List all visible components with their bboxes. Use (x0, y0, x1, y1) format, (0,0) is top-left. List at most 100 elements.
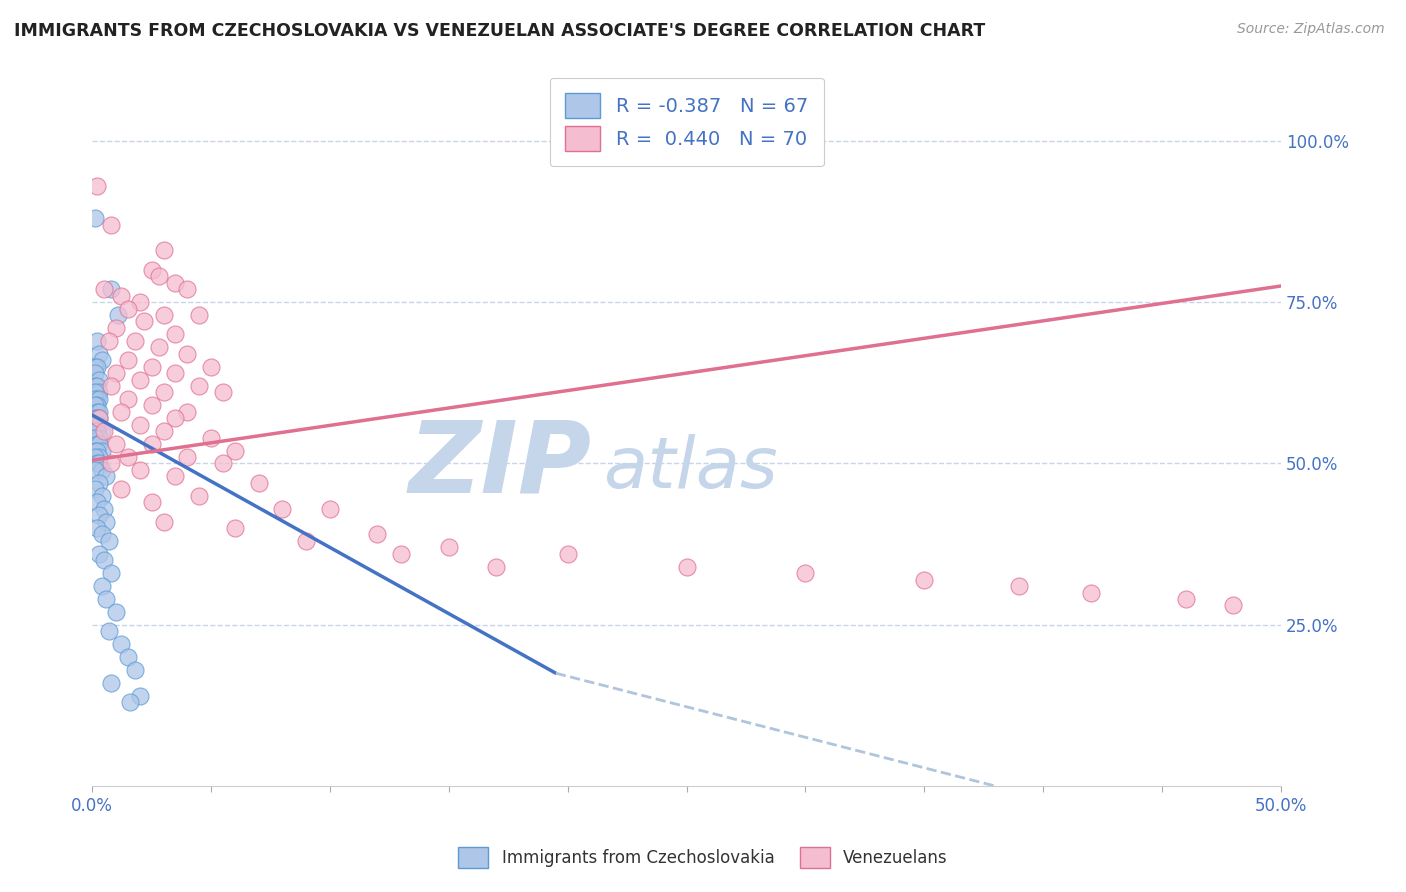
Point (165, 469, 187, 483)
Point (437, 541, 460, 555)
Point (89, 411, 111, 425)
Point (485, 559, 508, 574)
Point (1080, 585, 1102, 599)
Point (83, 359, 105, 374)
Point (176, 450, 198, 464)
Point (165, 366, 187, 380)
Point (93, 501, 115, 516)
Point (152, 308, 174, 322)
Point (83, 417, 105, 432)
Point (128, 295, 150, 310)
Point (152, 385, 174, 400)
Point (86, 457, 108, 471)
Point (100, 676, 122, 690)
Point (152, 244, 174, 258)
Point (200, 359, 222, 374)
Point (89, 373, 111, 387)
Point (104, 605, 127, 619)
Point (86, 359, 108, 374)
Point (912, 573, 935, 587)
Point (110, 483, 132, 497)
Point (152, 515, 174, 529)
Point (100, 282, 122, 296)
Point (200, 431, 222, 445)
Point (83, 366, 105, 380)
Point (96, 515, 118, 529)
Point (90, 463, 112, 477)
Point (100, 566, 122, 581)
Point (1174, 592, 1197, 607)
Point (176, 405, 198, 419)
Point (124, 663, 146, 677)
Point (319, 501, 342, 516)
Point (93, 424, 115, 438)
Point (271, 501, 294, 516)
Point (141, 359, 163, 374)
Point (89, 450, 111, 464)
Point (120, 695, 142, 709)
Point (117, 392, 139, 406)
Point (1008, 579, 1031, 593)
Point (93, 282, 115, 296)
Point (165, 327, 187, 342)
Point (141, 398, 163, 412)
Point (86, 424, 108, 438)
Text: IMMIGRANTS FROM CZECHOSLOVAKIA VS VENEZUELAN ASSOCIATE'S DEGREE CORRELATION CHAR: IMMIGRANTS FROM CZECHOSLOVAKIA VS VENEZU… (14, 22, 986, 40)
Point (86, 437, 108, 451)
Point (117, 650, 139, 665)
Point (107, 308, 129, 322)
Point (141, 263, 163, 277)
Point (89, 437, 111, 451)
Point (188, 379, 211, 393)
Point (100, 379, 122, 393)
Point (176, 347, 198, 361)
Point (90, 489, 112, 503)
Point (212, 385, 235, 400)
Point (86, 398, 108, 412)
Point (83, 424, 105, 438)
Point (134, 314, 156, 328)
Point (110, 288, 132, 302)
Point (97, 624, 120, 639)
Point (100, 218, 122, 232)
Text: Source: ZipAtlas.com: Source: ZipAtlas.com (1237, 22, 1385, 37)
Point (128, 689, 150, 703)
Point (104, 437, 127, 451)
Point (366, 527, 388, 541)
Point (188, 489, 211, 503)
Point (83, 463, 105, 477)
Point (86, 443, 108, 458)
Point (93, 553, 115, 567)
Point (83, 483, 105, 497)
Point (89, 347, 111, 361)
Point (89, 431, 111, 445)
Point (117, 301, 139, 316)
Point (117, 450, 139, 464)
Point (89, 547, 111, 561)
Point (86, 411, 108, 425)
Point (148, 269, 170, 284)
Point (83, 431, 105, 445)
Point (86, 178, 108, 193)
Point (89, 417, 111, 432)
Point (96, 592, 118, 607)
Point (224, 443, 246, 458)
Point (86, 392, 108, 406)
Point (128, 417, 150, 432)
Point (295, 533, 318, 548)
Point (86, 521, 108, 535)
Point (90, 443, 112, 458)
Point (557, 547, 579, 561)
Point (89, 392, 111, 406)
Point (100, 457, 122, 471)
Point (90, 527, 112, 541)
Point (86, 379, 108, 393)
Point (83, 379, 105, 393)
Point (117, 353, 139, 368)
Point (97, 334, 120, 348)
Point (86, 334, 108, 348)
Text: atlas: atlas (603, 434, 778, 502)
Point (794, 566, 817, 581)
Point (89, 475, 111, 490)
Point (90, 353, 112, 368)
